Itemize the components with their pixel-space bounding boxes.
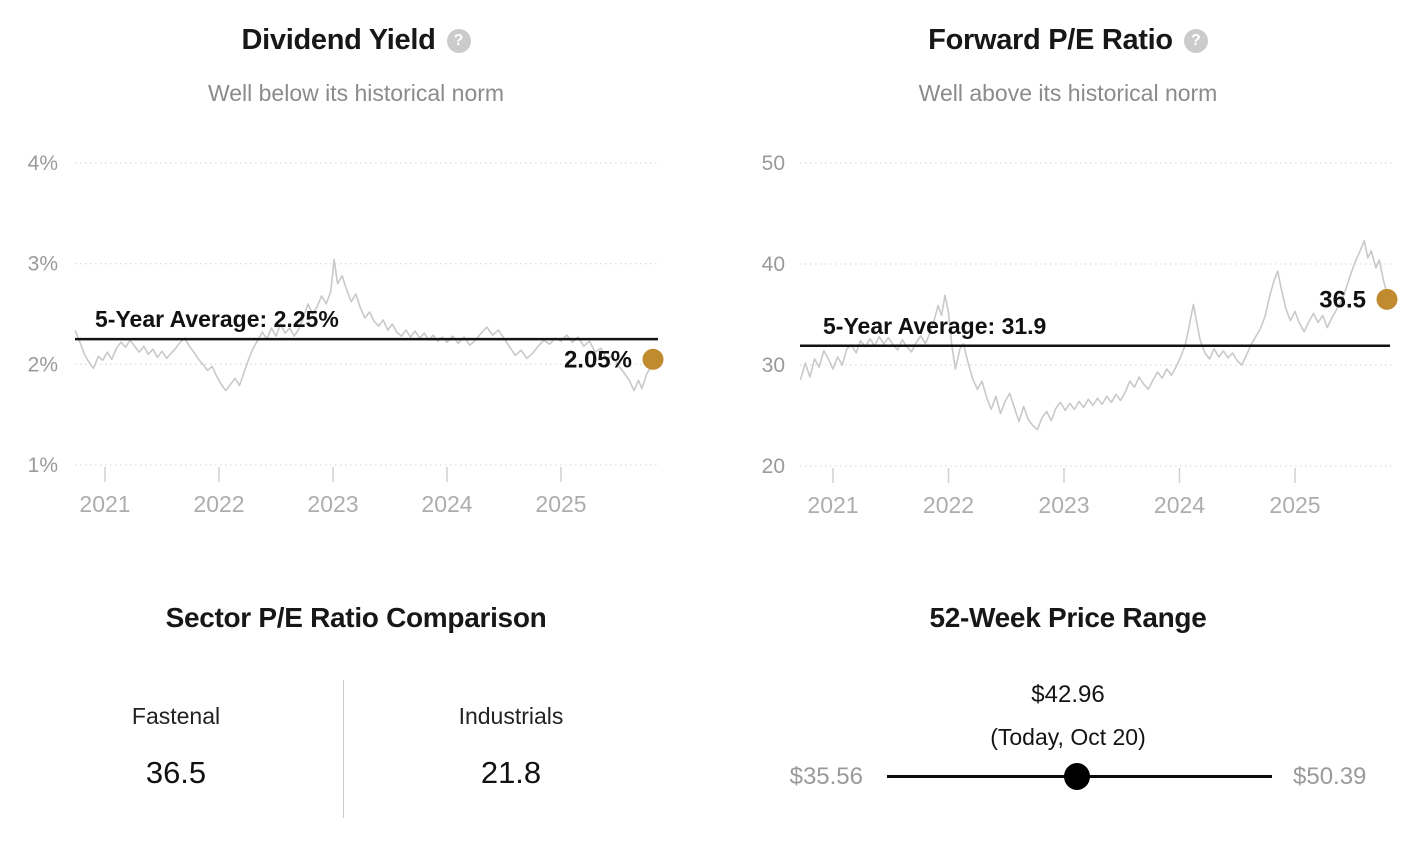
comparison-cell-sector: Industrials 21.8: [344, 702, 678, 792]
x-axis-label: 2022: [923, 492, 974, 518]
chart-subtitle: Well below its historical norm: [207, 80, 505, 106]
dividend-yield-chart: 4% 3% 2% 1% 2021 2022 2023 2024 2025 5-Year Avera…: [28, 152, 664, 517]
x-axis-label: 2023: [307, 491, 358, 517]
range-high-label: $50.39: [1293, 763, 1367, 790]
current-value-label: 36.5: [1319, 286, 1366, 313]
y-axis-label: 1%: [28, 454, 58, 477]
current-value-dot: [642, 348, 664, 370]
x-axis-label: 2022: [193, 491, 244, 517]
x-axis-label: 2025: [535, 491, 586, 517]
sector-pe-comparison-panel: Sector P/E Ratio Comparison Fastenal 36.…: [0, 560, 712, 856]
x-axis-label: 2023: [1038, 492, 1089, 518]
average-label: 5-Year Average: 2.25%: [95, 306, 339, 332]
company-name: Fastenal: [131, 703, 221, 729]
sector-pe-value: 21.8: [480, 755, 542, 790]
y-axis-label: 2%: [28, 353, 58, 376]
comparison-cell-company: Fastenal 36.5: [8, 702, 344, 792]
x-axis-label: 2021: [79, 491, 130, 517]
x-axis-label: 2024: [1154, 492, 1205, 518]
forward-pe-chart: 50 40 30 20 2021 2022 2023 2024 2025 5-Year Avera…: [762, 152, 1398, 518]
sector-name: Industrials: [458, 703, 564, 729]
current-price-date: (Today, Oct 20): [990, 724, 1146, 750]
x-axis-label: 2025: [1269, 492, 1320, 518]
chart-subtitle: Well above its historical norm: [918, 80, 1218, 106]
series-line: [74, 258, 656, 392]
x-axis-label: 2024: [421, 491, 472, 517]
dividend-yield-header: Dividend Yield ?: [0, 24, 712, 57]
panel-title: Sector P/E Ratio Comparison: [165, 602, 547, 633]
dividend-yield-panel: Dividend Yield ? Well below its historic…: [0, 0, 712, 560]
x-axis-label: 2021: [807, 492, 858, 518]
company-pe-value: 36.5: [145, 755, 207, 790]
y-axis-label: 20: [762, 455, 785, 478]
help-icon[interactable]: ?: [446, 28, 471, 53]
y-axis-label: 30: [762, 354, 785, 377]
panel-title: 52-Week Price Range: [929, 602, 1207, 633]
chart-title: Forward P/E Ratio: [928, 24, 1173, 56]
price-range-marker: [1064, 763, 1090, 790]
current-value-label: 2.05%: [564, 346, 632, 373]
y-axis-label: 50: [762, 152, 785, 175]
forward-pe-header: Forward P/E Ratio ?: [712, 24, 1424, 57]
average-label: 5-Year Average: 31.9: [823, 313, 1046, 339]
price-range-panel: 52-Week Price Range $42.96 (Today, Oct 2…: [712, 560, 1424, 856]
current-price: $42.96: [1031, 681, 1105, 708]
help-icon[interactable]: ?: [1183, 28, 1208, 53]
series-line: [799, 240, 1392, 431]
y-axis-label: 4%: [28, 152, 58, 175]
vertical-divider: [343, 680, 344, 818]
forward-pe-panel: Forward P/E Ratio ? Well above its histo…: [712, 0, 1424, 560]
range-low-label: $35.56: [789, 763, 863, 790]
current-value-dot: [1376, 288, 1398, 310]
y-axis-label: 40: [762, 253, 785, 276]
chart-title: Dividend Yield: [241, 24, 436, 56]
y-axis-label: 3%: [28, 253, 58, 276]
